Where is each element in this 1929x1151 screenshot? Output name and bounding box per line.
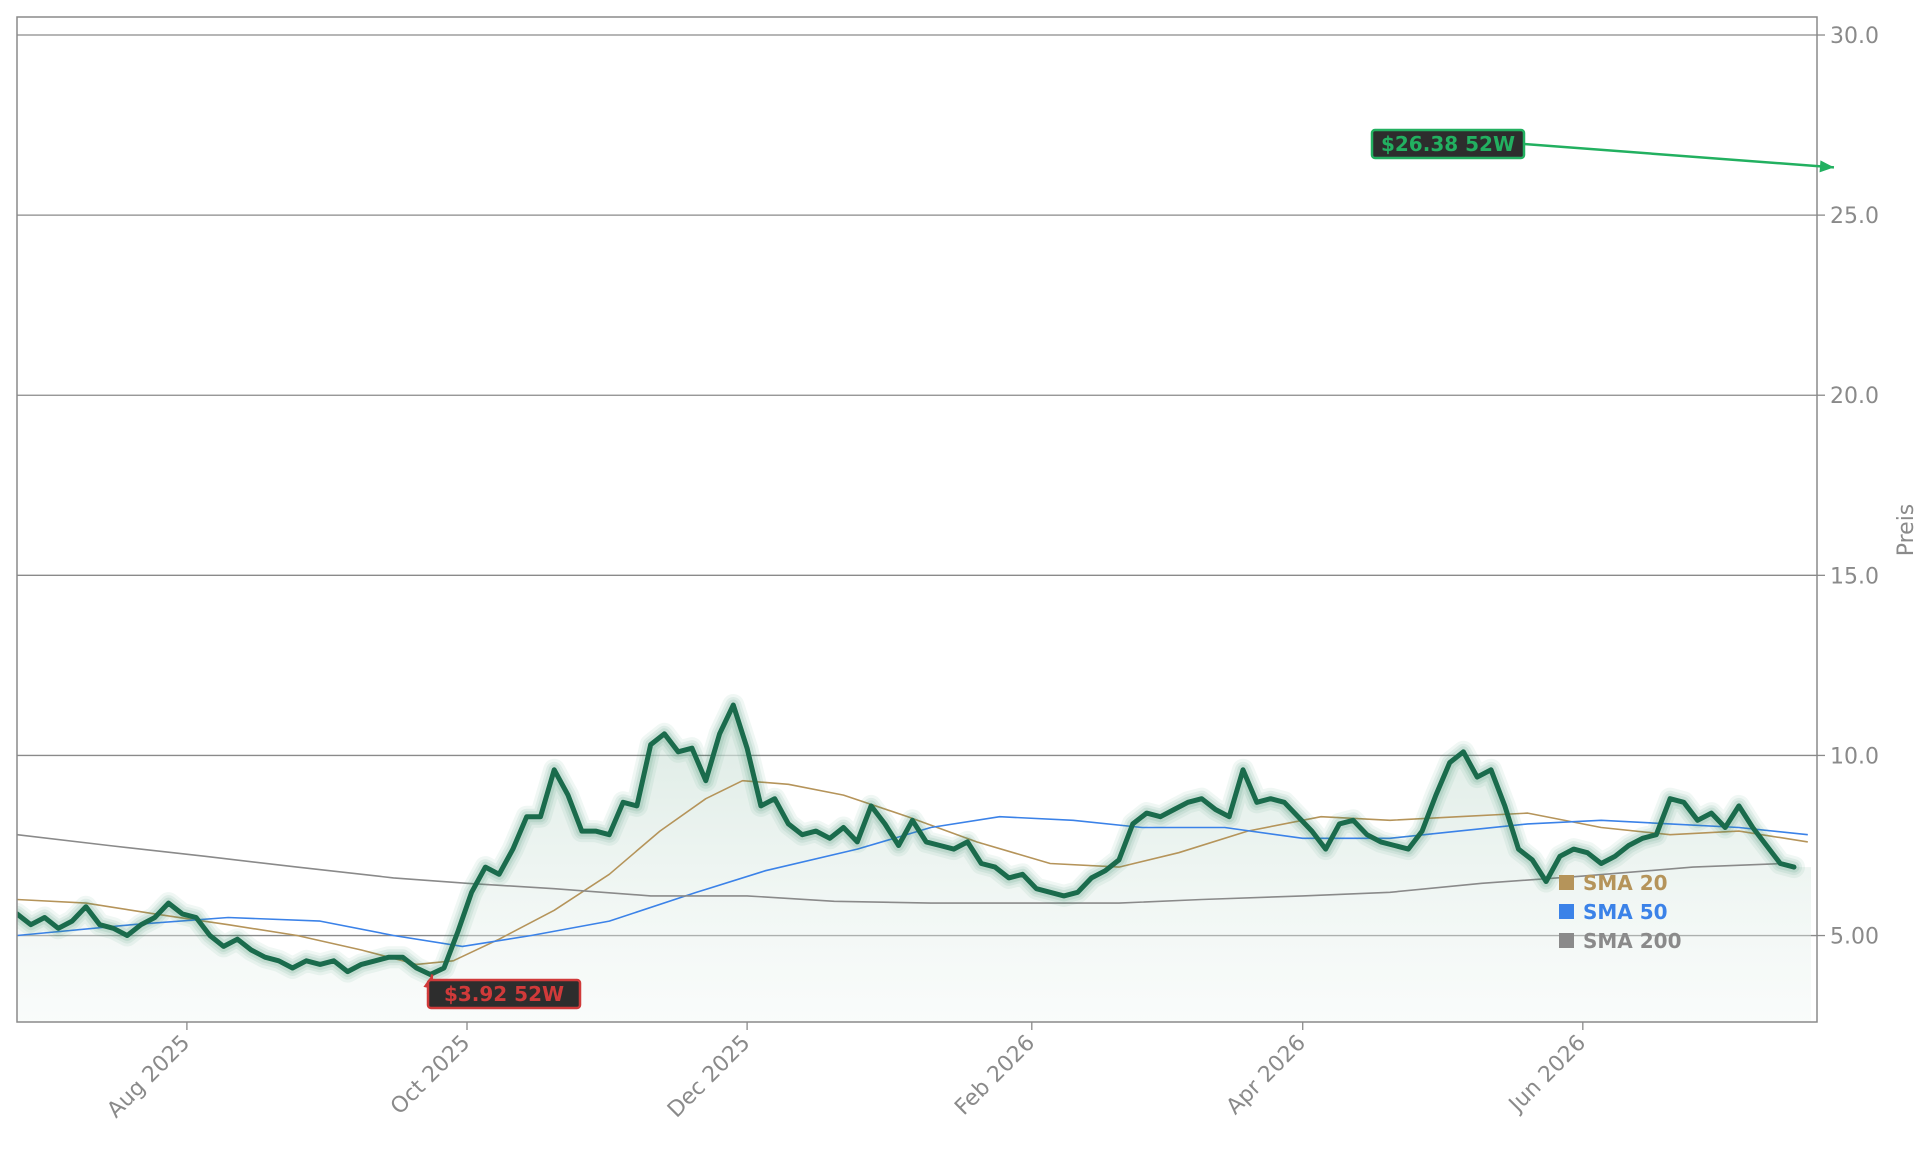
legend-swatch (1559, 933, 1574, 948)
y-tick-label: 20.0 (1830, 384, 1879, 409)
annotation-label: $26.38 52W (1381, 132, 1515, 156)
x-tick-label: Apr 2026 (1222, 1031, 1311, 1120)
annotation-arrowhead (1819, 160, 1834, 173)
annotation-box (1370, 128, 1526, 160)
x-tick-label: Jun 2026 (1503, 1031, 1591, 1119)
sma-line-sma50 (17, 815, 1808, 948)
y-tick-label: 25.0 (1830, 204, 1879, 229)
x-tick-label: Aug 2025 (103, 1031, 196, 1124)
plot-area (17, 694, 1811, 1022)
y-axis-title: Preis (1894, 504, 1919, 557)
sma-line-sma20 (17, 779, 1808, 966)
annotation-arrow (1523, 142, 1835, 169)
price-line (17, 702, 1797, 977)
legend-label: SMA 200 (1583, 929, 1682, 953)
price-area-fill (17, 705, 1811, 1022)
grid (17, 34, 1817, 937)
y-tick-label: 15.0 (1830, 564, 1879, 589)
x-tick-label: Oct 2025 (386, 1031, 475, 1120)
x-tick-label: Dec 2025 (663, 1031, 755, 1123)
legend-swatch (1559, 904, 1574, 919)
y-tick-label: 5.00 (1830, 925, 1879, 950)
plot-frame (16, 16, 1818, 1023)
annotations: $26.38 52W $3.92 52W (423, 128, 1835, 1010)
y-tick-label: 30.0 (1830, 24, 1879, 49)
annotation-box (426, 978, 582, 1010)
legend-swatch (1559, 875, 1574, 890)
legend-label: SMA 50 (1583, 900, 1668, 924)
sma-line-sma200 (17, 833, 1785, 904)
y-tick-label: 10.0 (1830, 744, 1879, 769)
y-axis: 5.00 10.0 15.0 20.0 25.0 30.0 (1817, 24, 1879, 950)
legend: SMA 20 SMA 50 SMA 200 (1559, 871, 1682, 953)
x-tick-label: Feb 2026 (950, 1031, 1040, 1121)
legend-label: SMA 20 (1583, 871, 1668, 895)
x-axis: Aug 2025 Oct 2025 Dec 2025 Feb 2026 Apr 2026… (103, 1022, 1591, 1124)
annotation-label: $3.92 52W (444, 982, 564, 1006)
